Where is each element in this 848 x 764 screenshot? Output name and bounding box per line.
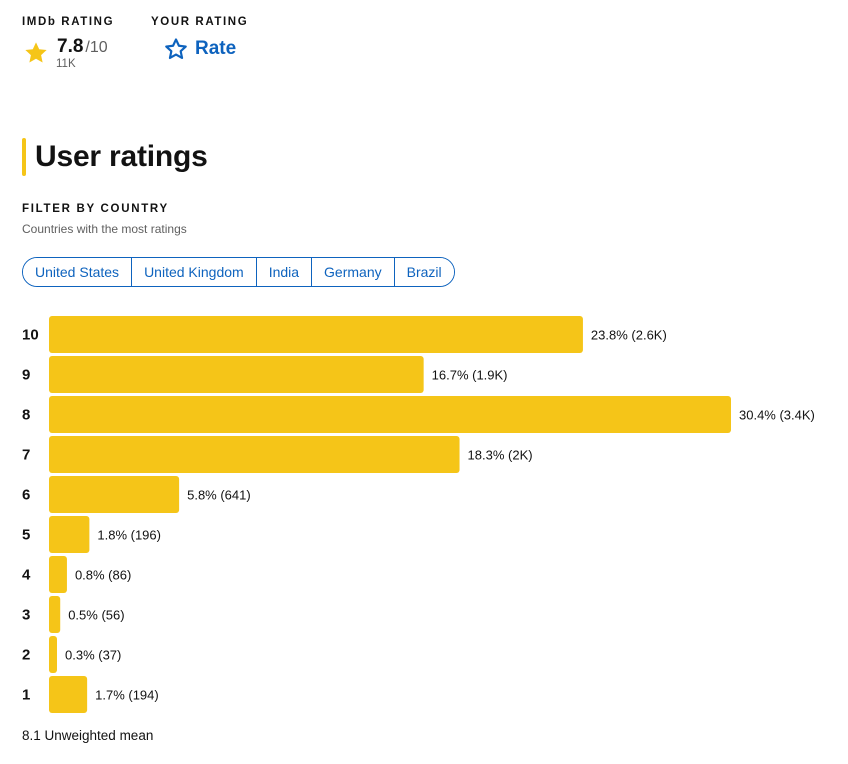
rating-value-5: 1.8% (196) (97, 528, 161, 543)
rating-bar-4 (49, 556, 67, 593)
your-rating-label: YOUR RATING (151, 16, 249, 28)
rating-bar-10 (49, 316, 583, 353)
section-title: User ratings (22, 137, 208, 177)
rating-bar-2 (49, 636, 57, 673)
rating-bar-3 (49, 596, 61, 633)
star-icon (25, 42, 47, 63)
rating-label-1: 1 (22, 687, 30, 704)
rating-value-6: 5.8% (641) (187, 488, 251, 503)
rating-label-9: 9 (22, 367, 30, 384)
imdb-rating-count: 11K (56, 58, 76, 70)
rating-value-9: 16.7% (1.9K) (432, 368, 508, 383)
rate-button-label: Rate (195, 38, 237, 59)
rating-bar-7 (49, 436, 460, 473)
country-tab-germany[interactable]: Germany (312, 258, 395, 286)
rating-value-4: 0.8% (86) (75, 568, 131, 583)
country-tab-india[interactable]: India (256, 258, 313, 286)
rating-label-4: 4 (22, 567, 31, 584)
imdb-rating-label: IMDb RATING (22, 16, 115, 28)
rating-label-2: 2 (22, 647, 30, 664)
country-filter-group: United States United Kingdom India Germa… (22, 257, 455, 287)
rating-value-7: 18.3% (2K) (468, 448, 533, 463)
country-tab-united-kingdom[interactable]: United Kingdom (132, 258, 257, 286)
rating-label-7: 7 (22, 447, 30, 464)
rate-button[interactable]: Rate (163, 36, 236, 62)
star-outline-icon (165, 38, 187, 60)
rating-bar-9 (49, 356, 424, 393)
rating-label-5: 5 (22, 527, 30, 544)
rating-bar-6 (49, 476, 180, 513)
page-title: User ratings (35, 140, 208, 173)
country-tab-united-states[interactable]: United States (23, 258, 133, 286)
unweighted-mean: 8.1 Unweighted mean (22, 728, 154, 743)
rating-value-1: 1.7% (194) (95, 688, 159, 703)
rating-value-3: 0.5% (56) (68, 608, 124, 623)
imdb-score: 7.8 (57, 36, 84, 57)
rating-value-10: 23.8% (2.6K) (591, 328, 667, 343)
rating-label-6: 6 (22, 487, 30, 504)
country-tab-brazil[interactable]: Brazil (394, 258, 454, 286)
imdb-rating-block: IMDb RATING 7.8 /10 11K (22, 16, 114, 71)
imdb-score-max: /10 (85, 39, 108, 56)
filter-subtitle: Countries with the most ratings (22, 222, 187, 236)
rating-label-8: 8 (22, 407, 30, 424)
rating-label-3: 3 (22, 607, 30, 624)
rating-value-2: 0.3% (37) (65, 648, 121, 663)
rating-value-8: 30.4% (3.4K) (739, 408, 815, 423)
rating-bar-8 (49, 396, 731, 433)
your-rating-block: YOUR RATING Rate (151, 16, 248, 62)
rating-bar-1 (49, 676, 88, 713)
title-accent-bar (22, 138, 26, 176)
rating-label-10: 10 (22, 327, 39, 344)
rating-bar-5 (49, 516, 90, 553)
filter-label: FILTER BY COUNTRY (22, 203, 169, 215)
